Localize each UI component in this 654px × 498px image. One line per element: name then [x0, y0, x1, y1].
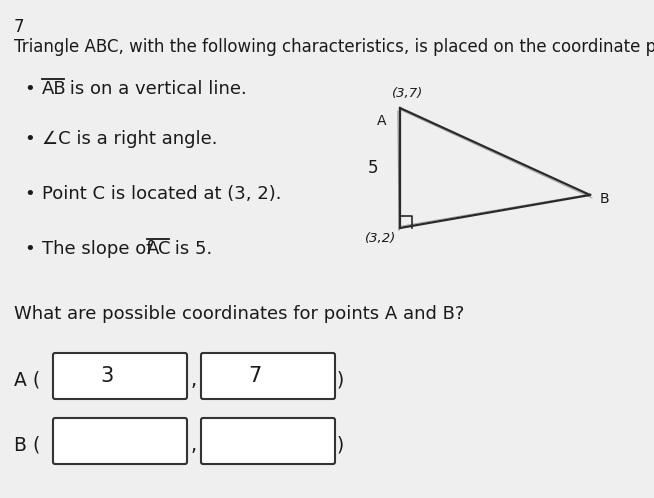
Text: ): ) — [337, 371, 344, 389]
Text: AB: AB — [42, 80, 67, 98]
Text: Point C is located at (3, 2).: Point C is located at (3, 2). — [42, 185, 281, 203]
FancyBboxPatch shape — [201, 418, 335, 464]
Text: 3: 3 — [101, 366, 114, 386]
Text: •: • — [24, 130, 35, 148]
FancyBboxPatch shape — [201, 353, 335, 399]
Text: •: • — [24, 80, 35, 98]
Text: 7: 7 — [14, 18, 24, 36]
Text: is on a vertical line.: is on a vertical line. — [64, 80, 247, 98]
Text: AC: AC — [147, 240, 171, 258]
Text: 5: 5 — [368, 159, 378, 177]
Text: 7: 7 — [249, 366, 262, 386]
Text: ,: , — [191, 371, 197, 389]
Text: ∠C is a right angle.: ∠C is a right angle. — [42, 130, 218, 148]
Text: ,: , — [191, 435, 197, 455]
FancyBboxPatch shape — [53, 418, 187, 464]
Text: (3,7): (3,7) — [392, 87, 423, 100]
Text: (3,2): (3,2) — [365, 232, 396, 245]
FancyBboxPatch shape — [53, 353, 187, 399]
Text: B (: B ( — [14, 435, 41, 455]
Text: What are possible coordinates for points A and B?: What are possible coordinates for points… — [14, 305, 464, 323]
Text: B: B — [600, 192, 610, 206]
Text: ): ) — [337, 435, 344, 455]
Text: A (: A ( — [14, 371, 41, 389]
Text: •: • — [24, 240, 35, 258]
Text: The slope of: The slope of — [42, 240, 158, 258]
Text: Triangle ABC, with the following characteristics, is placed on the coordinate pl: Triangle ABC, with the following charact… — [14, 38, 654, 56]
Text: A: A — [377, 114, 386, 128]
Text: is 5.: is 5. — [169, 240, 213, 258]
Text: •: • — [24, 185, 35, 203]
